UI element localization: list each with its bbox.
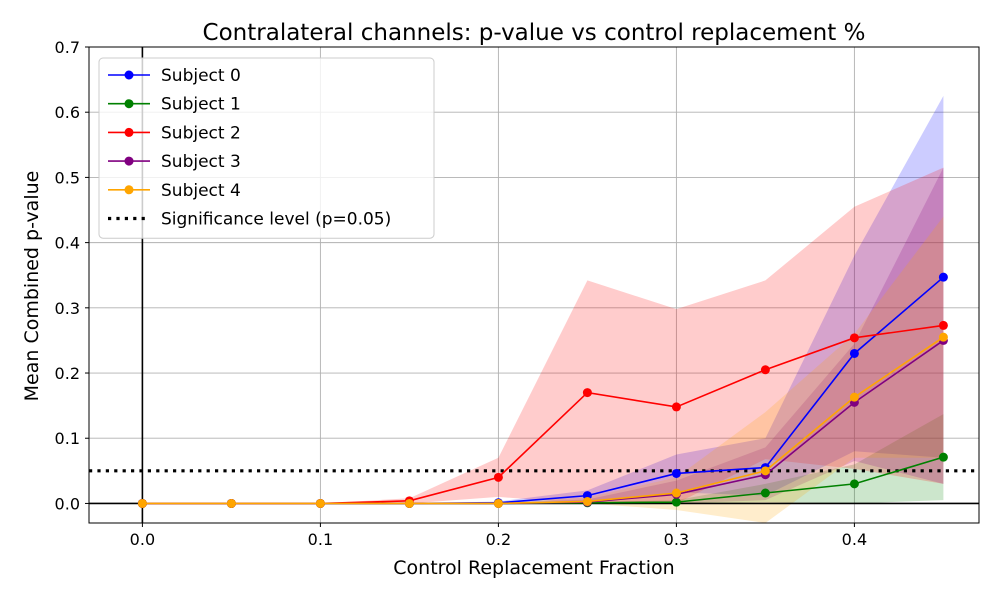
data-point xyxy=(938,452,948,462)
legend-marker xyxy=(124,99,134,109)
data-point xyxy=(938,320,948,330)
data-point xyxy=(938,272,948,282)
y-tick-label: 0.3 xyxy=(55,299,80,318)
data-point xyxy=(671,488,681,498)
y-axis-title: Mean Combined p-value xyxy=(21,171,43,402)
legend-marker xyxy=(124,185,134,195)
legend-label: Significance level (p=0.05) xyxy=(161,210,391,230)
legend-label: Subject 4 xyxy=(161,181,241,201)
data-point xyxy=(137,498,147,508)
data-point xyxy=(226,498,236,508)
x-tick-label: 0.3 xyxy=(664,530,689,549)
data-point xyxy=(315,498,325,508)
y-tick-label: 0.2 xyxy=(55,364,80,383)
legend-label: Subject 1 xyxy=(161,95,241,115)
series-line xyxy=(142,336,944,505)
plot-frame xyxy=(88,46,980,524)
legend: Subject 0 Subject 1 Subject 2 Subject 3 Subj… xyxy=(98,57,435,239)
y-tick-label: 0.4 xyxy=(55,234,80,253)
data-point xyxy=(671,468,681,478)
axis-ticks: 0.0 0.1 0.2 0.3 0.4 0.0 0.1 0.2 0.3 0.4 0.5 0.6 0.7 xyxy=(55,38,868,549)
chart-title: Contralateral channels: p-value vs contr… xyxy=(203,20,866,46)
data-point xyxy=(671,402,681,412)
data-point xyxy=(404,498,414,508)
data-point xyxy=(938,332,948,342)
data-point xyxy=(760,365,770,375)
x-axis-title: Control Replacement Fraction xyxy=(393,557,674,579)
data-point xyxy=(760,466,770,476)
data-point xyxy=(493,472,503,482)
legend-marker xyxy=(124,70,134,80)
y-tick-label: 0.1 xyxy=(55,429,80,448)
data-point xyxy=(849,479,859,489)
y-tick-label: 0.7 xyxy=(55,38,80,57)
y-tick-label: 0.0 xyxy=(55,494,80,513)
data-point xyxy=(849,348,859,358)
series-lines xyxy=(137,272,948,508)
data-point xyxy=(849,392,859,402)
y-tick-label: 0.6 xyxy=(55,103,80,122)
x-tick-label: 0.2 xyxy=(486,530,511,549)
x-tick-label: 0.4 xyxy=(842,530,867,549)
legend-marker xyxy=(124,156,134,166)
data-point xyxy=(493,498,503,508)
data-point xyxy=(760,488,770,498)
confidence-bands xyxy=(142,95,944,523)
legend-label: Subject 0 xyxy=(161,66,241,86)
data-point xyxy=(671,497,681,507)
y-tick-label: 0.5 xyxy=(55,168,80,187)
legend-box xyxy=(98,57,435,239)
legend-marker xyxy=(124,127,134,137)
x-tick-label: 0.1 xyxy=(308,530,333,549)
confidence-band xyxy=(142,414,944,504)
data-point xyxy=(582,496,592,506)
data-point xyxy=(582,388,592,398)
confidence-band xyxy=(142,167,944,504)
legend-label: Subject 2 xyxy=(161,123,241,143)
data-point xyxy=(849,333,859,343)
x-tick-label: 0.0 xyxy=(130,530,155,549)
legend-label: Subject 3 xyxy=(161,152,241,172)
confidence-band xyxy=(142,216,944,523)
